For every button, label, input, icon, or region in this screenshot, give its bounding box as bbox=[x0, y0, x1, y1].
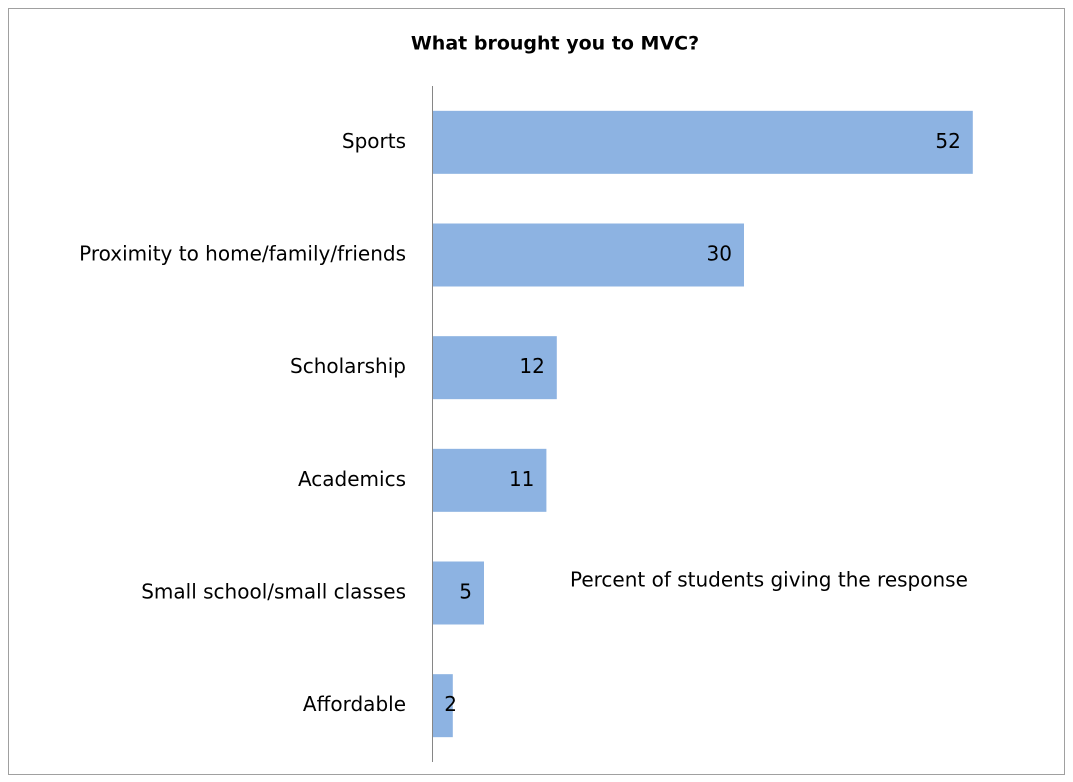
data-label: 52 bbox=[935, 129, 960, 153]
bar bbox=[432, 448, 547, 512]
bar bbox=[432, 223, 744, 287]
annotation: Percent of students giving the response bbox=[570, 568, 968, 592]
data-label: 11 bbox=[509, 467, 534, 491]
category-label: Affordable bbox=[303, 692, 406, 716]
category-label: Proximity to home/family/friends bbox=[79, 242, 406, 266]
category-label: Academics bbox=[298, 467, 406, 491]
data-label: 30 bbox=[707, 242, 732, 266]
bar bbox=[432, 110, 973, 174]
category-label: Sports bbox=[342, 129, 406, 153]
bar bbox=[432, 674, 453, 738]
category-label: Scholarship bbox=[290, 354, 406, 378]
data-label: 12 bbox=[519, 354, 544, 378]
bar bbox=[432, 561, 484, 625]
data-label: 2 bbox=[444, 692, 457, 716]
chart-title: What brought you to MVC? bbox=[411, 33, 699, 55]
category-label: Small school/small classes bbox=[141, 580, 406, 604]
bar bbox=[432, 336, 557, 400]
data-label: 5 bbox=[459, 580, 472, 604]
